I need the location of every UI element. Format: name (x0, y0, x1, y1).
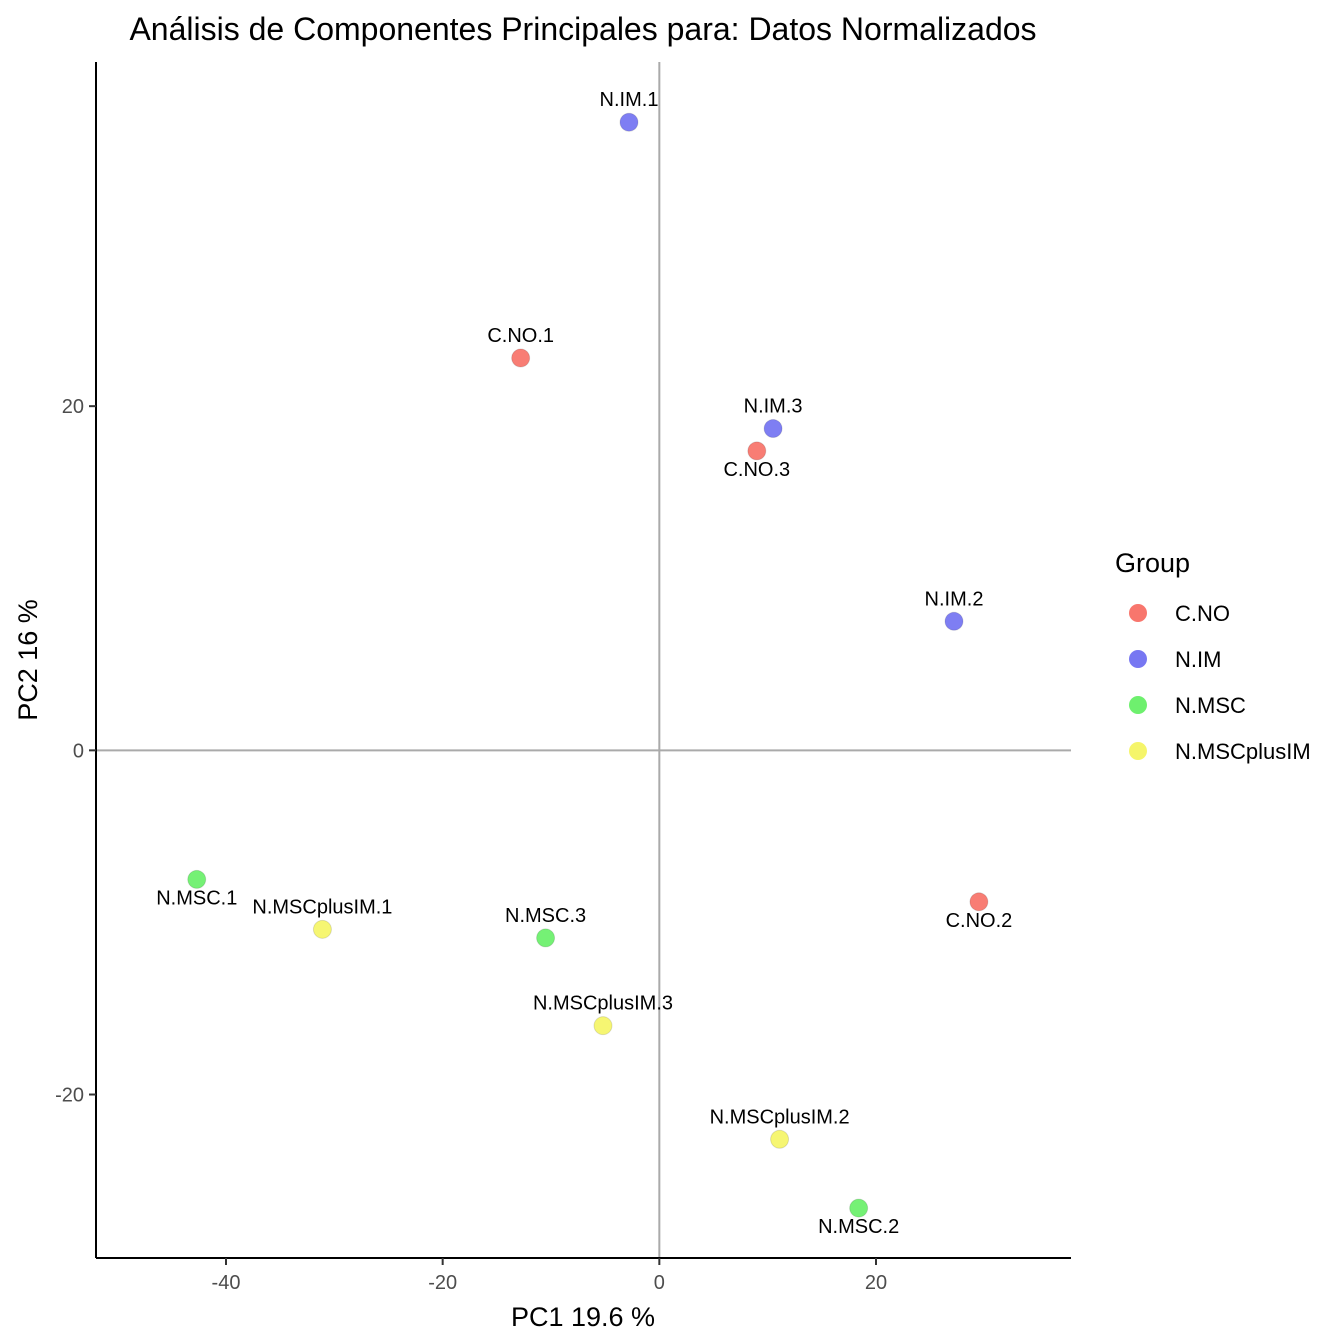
y-tick-label: 0 (73, 740, 84, 762)
legend: Group C.NO N.IM N.MSC N.MSCplusIM (1115, 548, 1311, 764)
legend-key (1129, 604, 1147, 622)
point-label: N.MSC.2 (818, 1216, 899, 1238)
point-label: N.IM.1 (600, 89, 659, 111)
x-axis-title: PC1 19.6 % (511, 1302, 655, 1332)
y-axis-title: PC2 16 % (13, 599, 43, 721)
x-axis-ticks: -40 -20 0 20 (212, 1258, 887, 1294)
data-points (187, 112, 989, 1218)
data-point (511, 348, 531, 368)
data-point (849, 1198, 869, 1218)
data-point (770, 1129, 790, 1149)
point-label: N.MSCplusIM.1 (252, 896, 392, 918)
point-labels: N.IM.1 C.NO.1 N.IM.3 C.NO.3 N.IM.2 N.MSC.1 N.M… (156, 89, 1012, 1238)
y-axis-ticks: -20 0 20 (55, 396, 96, 1107)
y-tick-label: -20 (55, 1085, 84, 1107)
point-label: C.NO.1 (487, 325, 554, 347)
x-tick-label: -20 (428, 1272, 457, 1294)
legend-label: N.MSCplusIM (1175, 739, 1311, 764)
point-label: N.MSCplusIM.2 (710, 1106, 850, 1128)
chart-title: Análisis de Componentes Principales para… (129, 11, 1036, 47)
point-label: N.MSC.1 (156, 887, 237, 909)
data-point (763, 419, 783, 439)
reference-lines (96, 62, 1071, 1258)
data-point (187, 869, 207, 889)
legend-key (1129, 650, 1147, 668)
point-label: C.NO.2 (946, 910, 1013, 932)
legend-key (1129, 742, 1147, 760)
data-point (747, 441, 767, 461)
plot-panel: -40 -20 0 20 -20 0 20 N.IM.1 C.NO.1 N.IM.3 C.NO.… (55, 62, 1071, 1294)
data-point (312, 919, 332, 939)
y-tick-label: 20 (62, 396, 84, 418)
x-tick-label: 0 (654, 1272, 665, 1294)
x-tick-label: -40 (212, 1272, 241, 1294)
point-label: N.IM.2 (925, 588, 984, 610)
legend-label: N.MSC (1175, 693, 1246, 718)
legend-key (1129, 696, 1147, 714)
legend-label: C.NO (1175, 601, 1230, 626)
point-label: N.IM.3 (744, 396, 803, 418)
point-label: N.MSCplusIM.3 (533, 993, 673, 1015)
data-point (593, 1016, 613, 1036)
point-label: N.MSC.3 (505, 905, 586, 927)
data-point (619, 112, 639, 132)
legend-label: N.IM (1175, 647, 1221, 672)
legend-title: Group (1115, 548, 1190, 578)
legend-entries: C.NO N.IM N.MSC N.MSCplusIM (1129, 601, 1311, 764)
data-point (944, 611, 964, 631)
x-tick-label: 20 (865, 1272, 887, 1294)
point-label: C.NO.3 (723, 459, 790, 481)
data-point (536, 928, 556, 948)
data-point (969, 892, 989, 912)
